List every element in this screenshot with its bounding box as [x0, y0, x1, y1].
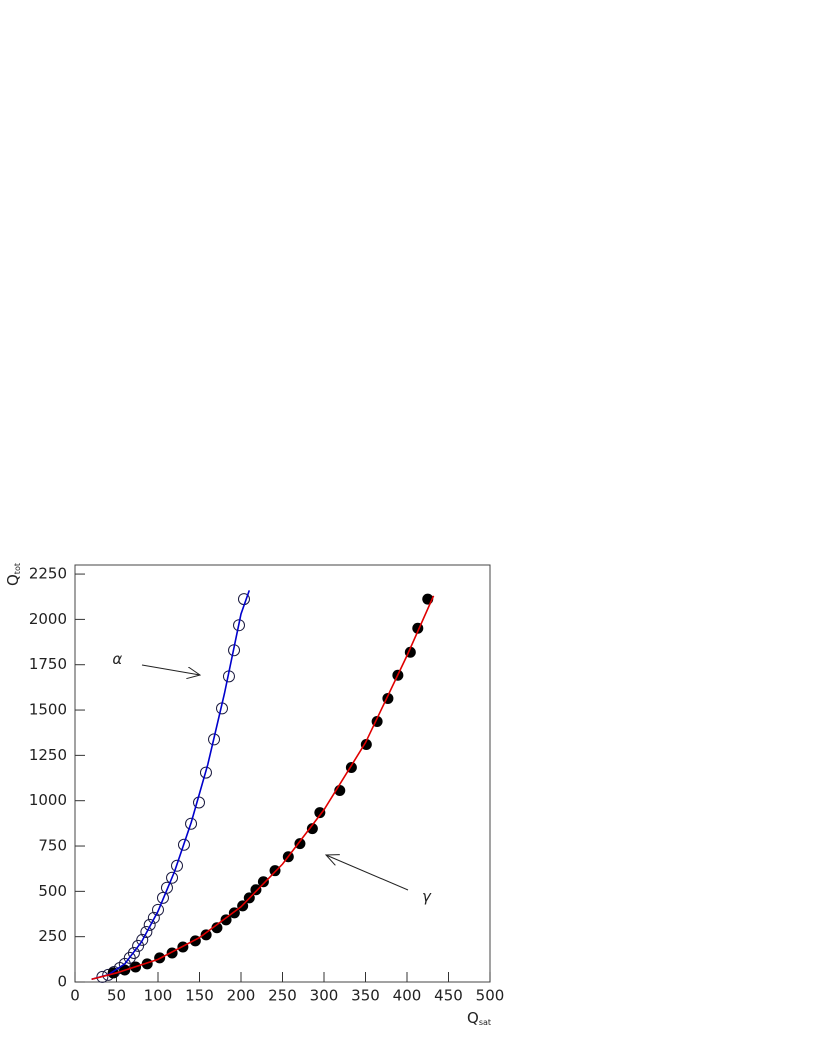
data-point — [185, 817, 198, 830]
data-point — [160, 881, 173, 894]
data-point — [147, 911, 160, 924]
plot-frame — [74, 564, 491, 983]
fit-line — [91, 590, 251, 981]
y-tick-label: 1000 — [29, 791, 67, 809]
data-point — [152, 903, 164, 916]
data-point — [200, 929, 212, 941]
x-axis-label-main: Q — [467, 1009, 479, 1027]
data-point — [166, 871, 179, 884]
annotation: α — [112, 650, 122, 668]
data-point — [141, 958, 153, 970]
data-point — [314, 807, 326, 819]
x-tick-label: 250 — [268, 987, 297, 1005]
data-point — [156, 891, 169, 904]
y-axis-label-main: Q — [4, 574, 22, 586]
data-point — [199, 766, 212, 779]
y-axis-label: Qtot — [4, 563, 22, 586]
data-point — [140, 925, 153, 938]
data-point — [306, 823, 318, 835]
x-tick-label: 450 — [434, 987, 463, 1005]
y-tick-label: 1500 — [29, 701, 67, 719]
x-tick-label: 400 — [393, 987, 422, 1005]
x-tick-label: 300 — [310, 987, 339, 1005]
data-point — [177, 838, 190, 851]
x-tick-label: 0 — [70, 987, 80, 1005]
y-tick-label: 2000 — [29, 610, 67, 628]
data-point — [96, 970, 109, 983]
fit-line — [91, 595, 435, 981]
x-tick-label: 150 — [185, 987, 214, 1005]
x-tick-label: 100 — [144, 987, 173, 1005]
x-tick-label: 350 — [351, 987, 380, 1005]
data-point — [294, 838, 306, 850]
data-point — [171, 859, 184, 872]
y-tick-label: 1750 — [29, 655, 67, 673]
data-point — [132, 939, 145, 952]
x-tick-label: 500 — [476, 987, 505, 1005]
y-axis-label-sub: tot — [13, 563, 22, 574]
y-tick-label: 1250 — [29, 746, 67, 764]
data-point — [136, 933, 149, 946]
data-point — [257, 876, 269, 888]
x-tick-label: 50 — [107, 987, 126, 1005]
annotation: γ — [422, 887, 432, 905]
x-tick-label: 200 — [227, 987, 256, 1005]
data-point — [220, 914, 232, 926]
y-tick-label: 250 — [38, 927, 67, 945]
x-axis-label-sub: sat — [479, 1018, 491, 1027]
data-point — [250, 884, 262, 896]
y-tick-label: 0 — [57, 973, 67, 991]
y-tick-label: 500 — [38, 882, 67, 900]
data-point — [208, 733, 221, 746]
data-point — [211, 922, 223, 934]
arrow — [326, 855, 409, 891]
y-tick-label: 750 — [38, 837, 67, 855]
data-point — [143, 918, 156, 931]
arrow — [141, 664, 200, 675]
x-axis-label: Qsat — [467, 1009, 491, 1027]
y-tick-label: 2250 — [29, 565, 67, 583]
